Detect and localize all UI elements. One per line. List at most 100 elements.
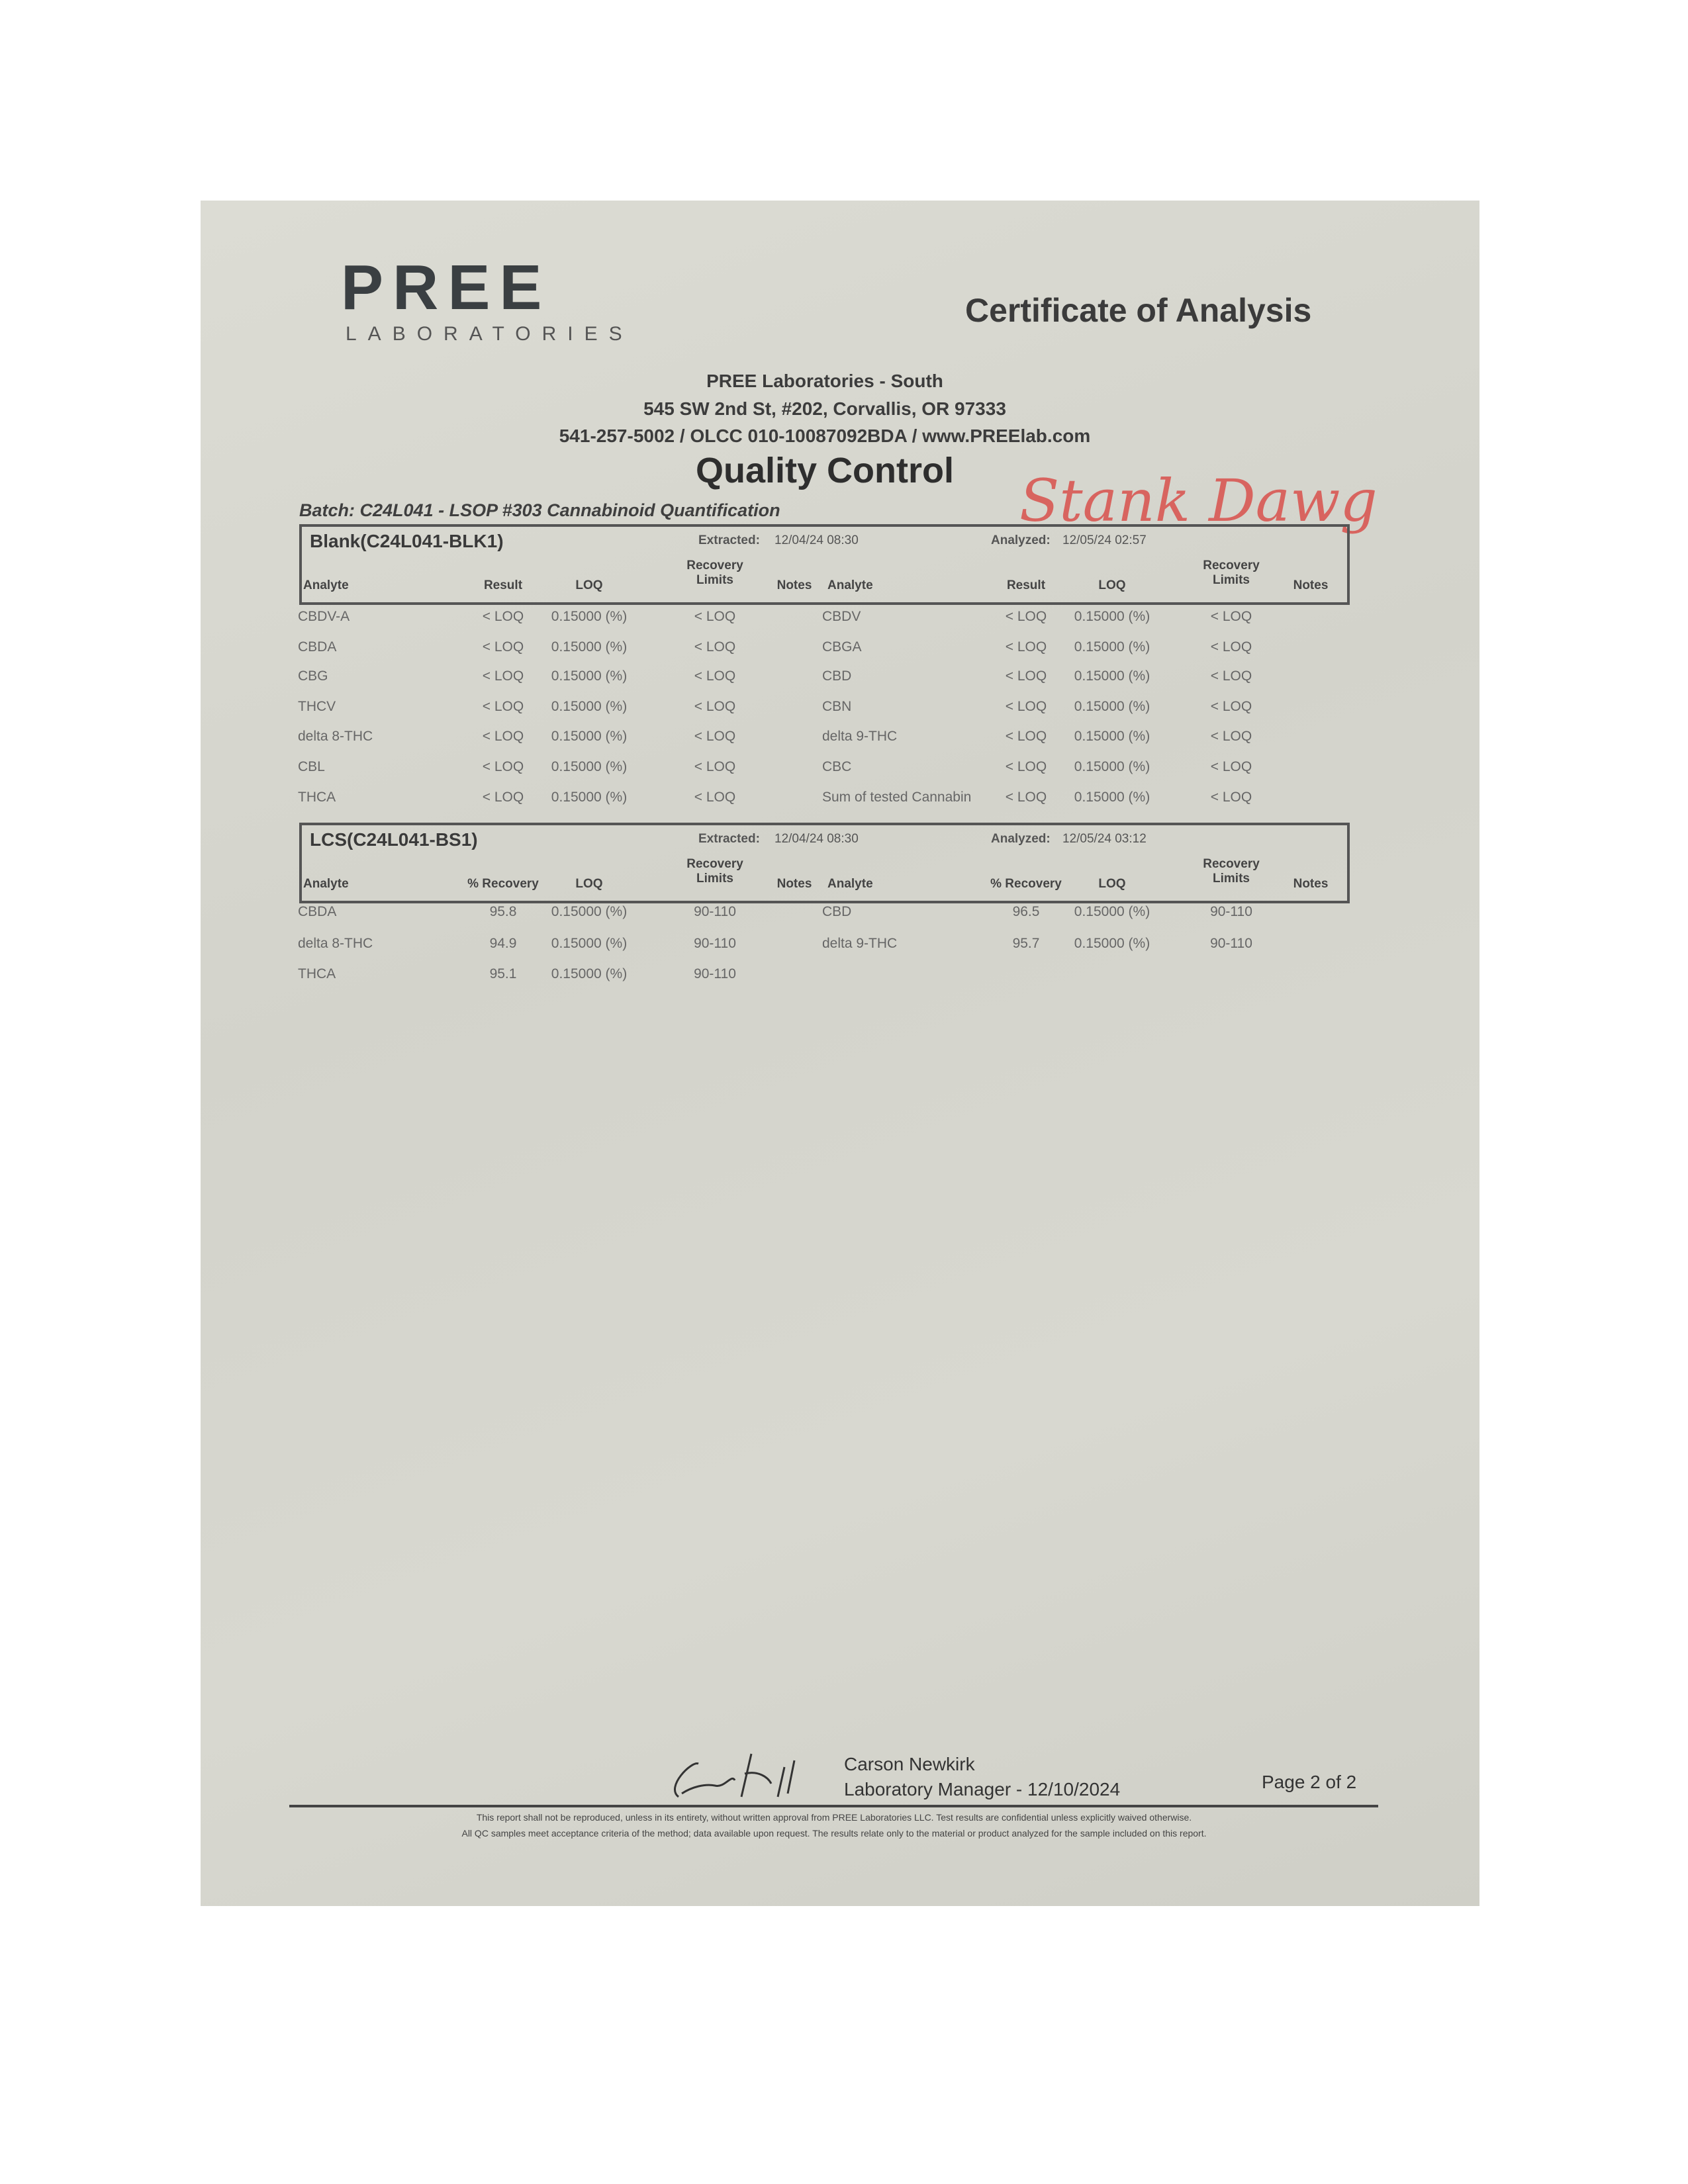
table-cell: 95.7 [1012, 936, 1040, 951]
table-cell: < LOQ [1005, 609, 1047, 624]
document-title: Certificate of Analysis [965, 292, 1312, 329]
table-cell: CBN [822, 699, 852, 714]
column-header: LOQ [1098, 877, 1126, 891]
document-page [201, 201, 1479, 1906]
table-cell: 95.1 [489, 966, 517, 981]
table-cell: Sum of tested Cannabin [822, 790, 972, 805]
column-header: LOQ [1098, 578, 1126, 592]
table-cell: 0.15000 (%) [1074, 759, 1150, 774]
table-cell: 0.15000 (%) [551, 936, 628, 951]
analyzed-value: 12/05/24 03:12 [1062, 832, 1147, 846]
table-cell: 0.15000 (%) [551, 699, 628, 714]
table-cell: < LOQ [482, 699, 524, 714]
table-cell: < LOQ [694, 729, 736, 744]
table-cell: < LOQ [1005, 668, 1047, 684]
lab-name: PREE Laboratories - South [706, 371, 943, 391]
table-cell: CBGA [822, 639, 862, 655]
table-cell: < LOQ [1005, 639, 1047, 655]
table-cell: delta 8-THC [298, 729, 373, 744]
lab-address: 545 SW 2nd St, #202, Corvallis, OR 97333 [643, 398, 1006, 419]
table-cell: < LOQ [1210, 699, 1252, 714]
logo: PREE [341, 252, 551, 323]
table-cell: < LOQ [1210, 790, 1252, 805]
extracted-label: Extracted: [698, 533, 760, 547]
table-cell: delta 8-THC [298, 936, 373, 951]
table-cell: 0.15000 (%) [1074, 790, 1150, 805]
table-cell: delta 9-THC [822, 729, 898, 744]
table-cell: < LOQ [1210, 639, 1252, 655]
extracted-value: 12/04/24 08:30 [774, 533, 859, 547]
table-cell: < LOQ [482, 609, 524, 624]
table-cell: 0.15000 (%) [551, 904, 628, 919]
table-cell: THCV [298, 699, 336, 714]
column-header: Analyte [303, 877, 349, 891]
table-cell: 0.15000 (%) [1074, 904, 1150, 919]
table-cell: 90-110 [1210, 904, 1252, 919]
column-header: Recovery Limits [686, 559, 743, 587]
table-cell: 0.15000 (%) [1074, 639, 1150, 655]
table-cell: delta 9-THC [822, 936, 898, 951]
table-cell: < LOQ [1005, 729, 1047, 744]
table-cell: THCA [298, 790, 336, 805]
column-header: Notes [776, 578, 812, 592]
table-cell: 90-110 [1210, 936, 1252, 951]
table-cell: < LOQ [1210, 729, 1252, 744]
column-header: Notes [1293, 578, 1329, 592]
table-cell: CBDV-A [298, 609, 350, 624]
column-header: Recovery Limits [1203, 559, 1260, 587]
table-cell: 0.15000 (%) [1074, 609, 1150, 624]
column-header: Analyte [827, 578, 873, 592]
table-cell: < LOQ [482, 790, 524, 805]
table-cell: CBD [822, 668, 852, 684]
logo-subtitle: LABORATORIES [346, 323, 633, 345]
table-cell: CBG [298, 668, 328, 684]
extracted-value: 12/04/24 08:30 [774, 832, 859, 846]
signer-title: Laboratory Manager - 12/10/2024 [844, 1779, 1121, 1799]
table-cell: < LOQ [694, 790, 736, 805]
table-cell: < LOQ [1005, 759, 1047, 774]
table-cell: 0.15000 (%) [551, 966, 628, 981]
disclaimer-1: This report shall not be reproduced, unl… [476, 1812, 1192, 1823]
table-cell: 0.15000 (%) [1074, 729, 1150, 744]
table-cell: 90-110 [694, 966, 736, 981]
table-cell: 94.9 [489, 936, 517, 951]
table-cell: CBL [298, 759, 325, 774]
analyzed-label: Analyzed: [991, 832, 1051, 846]
column-header: Result [483, 578, 523, 592]
table-cell: < LOQ [1005, 790, 1047, 805]
table-cell: 0.15000 (%) [1074, 699, 1150, 714]
table-cell: < LOQ [1210, 609, 1252, 624]
table-cell: 96.5 [1012, 904, 1040, 919]
table-cell: < LOQ [694, 759, 736, 774]
table-cell: < LOQ [694, 699, 736, 714]
qc-sample-name: Blank(C24L041-BLK1) [310, 531, 504, 551]
signature-image [674, 1753, 796, 1798]
table-cell: 90-110 [694, 936, 736, 951]
table-cell: 0.15000 (%) [1074, 936, 1150, 951]
disclaimer-2: All QC samples meet acceptance criteria … [461, 1828, 1207, 1839]
table-cell: CBC [822, 759, 852, 774]
table-cell: 95.8 [489, 904, 517, 919]
footer-divider [289, 1805, 1378, 1807]
table-cell: 0.15000 (%) [551, 729, 628, 744]
qc-sample-name: LCS(C24L041-BS1) [310, 829, 478, 850]
table-cell: 0.15000 (%) [551, 609, 628, 624]
column-header: Notes [776, 877, 812, 891]
table-cell: 0.15000 (%) [551, 759, 628, 774]
table-cell: < LOQ [482, 639, 524, 655]
analyzed-label: Analyzed: [991, 533, 1051, 547]
table-cell: 0.15000 (%) [551, 639, 628, 655]
table-cell: CBDA [298, 904, 337, 919]
column-header: LOQ [575, 578, 603, 592]
handwritten-note: Stank Dawg [1019, 467, 1378, 535]
column-header: % Recovery [990, 877, 1062, 891]
table-cell: < LOQ [482, 729, 524, 744]
table-cell: CBD [822, 904, 852, 919]
batch-info: Batch: C24L041 - LSOP #303 Cannabinoid Q… [299, 500, 780, 520]
column-header: Recovery Limits [686, 857, 743, 886]
table-cell: < LOQ [694, 609, 736, 624]
column-header: LOQ [575, 877, 603, 891]
table-cell: THCA [298, 966, 336, 981]
lab-contact: 541-257-5002 / OLCC 010-10087092BDA / ww… [559, 426, 1091, 446]
table-cell: < LOQ [1210, 759, 1252, 774]
